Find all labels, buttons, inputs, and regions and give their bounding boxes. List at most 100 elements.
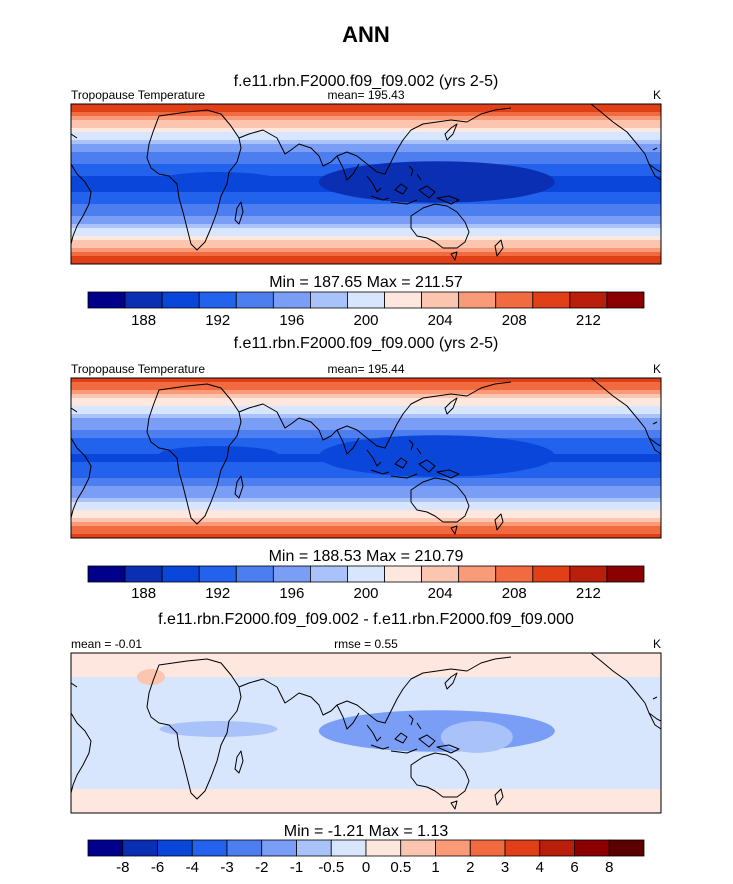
field-band	[71, 534, 661, 538]
panel-1: f.e11.rbn.F2000.f09_f09.002 (yrs 2-5) Tro…	[70, 73, 662, 329]
field-band	[71, 474, 661, 479]
panel-center-label: mean= 195.44	[327, 362, 404, 376]
colorbar-box	[421, 565, 460, 583]
field-band	[71, 128, 661, 133]
colorbar-box	[384, 565, 422, 583]
colorbar-tick-label: 188	[131, 585, 156, 602]
field-band	[71, 208, 661, 213]
colorbar-box	[495, 291, 534, 309]
colorbar-box	[539, 839, 575, 857]
colorbar: -8 -6 -4 -3 -2 -1 -0.5 0 0.5 1 2 3 4 6 8	[87, 839, 645, 876]
field-band	[71, 104, 661, 109]
field-band	[71, 430, 661, 435]
field-band	[71, 805, 661, 810]
colorbar-tick-label: 8	[605, 859, 613, 876]
colorbar-box	[569, 565, 608, 583]
field-band	[71, 136, 661, 141]
colorbar-tick-label: 196	[279, 585, 304, 602]
colorbar-tick-label: 188	[131, 312, 156, 329]
field-band	[71, 382, 661, 387]
field-band	[71, 673, 661, 678]
field-band	[71, 152, 661, 157]
colorbar-tick-label: -8	[116, 859, 129, 876]
colorbar-box	[87, 565, 126, 583]
field-band	[71, 502, 661, 507]
field-band	[71, 753, 661, 758]
field-band	[71, 108, 661, 113]
field-band	[71, 212, 661, 217]
map-frame	[70, 377, 662, 539]
field-band	[71, 661, 661, 666]
colorbar-tick-label: 192	[205, 585, 230, 602]
field-band	[71, 793, 661, 798]
field-band	[71, 156, 661, 161]
field-band	[71, 514, 661, 519]
field-band	[71, 801, 661, 806]
field-band	[71, 256, 661, 261]
panel-units: K	[653, 362, 661, 376]
field-band	[71, 418, 661, 423]
field-band	[71, 140, 661, 145]
colorbar-box	[198, 565, 237, 583]
field-band	[71, 506, 661, 511]
colorbar-box	[574, 839, 610, 857]
field-band	[71, 260, 661, 264]
colorbar-tick-label: 212	[576, 585, 601, 602]
field-anomaly	[159, 721, 278, 737]
field-band	[71, 781, 661, 786]
field-band	[71, 530, 661, 535]
colorbar-box	[347, 291, 385, 309]
colorbar-box	[161, 565, 200, 583]
field-band	[71, 693, 661, 698]
colorbar-tick-label: -2	[255, 859, 268, 876]
field-band	[71, 769, 661, 774]
field-band	[71, 486, 661, 491]
colorbar-tick-label: 2	[466, 859, 474, 876]
colorbar-tick-label: 6	[570, 859, 578, 876]
colorbar-box	[469, 839, 506, 857]
panel-units: K	[653, 88, 661, 102]
colorbar-tick-label: 200	[353, 312, 378, 329]
field-band	[71, 757, 661, 762]
colorbar-box	[235, 291, 274, 309]
panel-title: f.e11.rbn.F2000.f09_f09.002 - f.e11.rbn.…	[158, 611, 574, 628]
field-band	[71, 749, 661, 754]
field-band	[71, 677, 661, 682]
colorbar-box	[309, 291, 348, 309]
field-band	[71, 228, 661, 233]
colorbar-box	[504, 839, 541, 857]
colorbar-box	[124, 565, 163, 583]
field-band	[71, 116, 661, 121]
colorbar-tick-label: 4	[536, 859, 544, 876]
field-band	[71, 701, 661, 706]
colorbar-tick-label: 0.5	[390, 859, 411, 876]
field-band	[71, 777, 661, 782]
colorbar-tick-label: 192	[205, 312, 230, 329]
field-band	[71, 785, 661, 790]
panel-center-label: mean= 195.43	[327, 88, 404, 102]
field-band	[71, 390, 661, 395]
field-band	[71, 220, 661, 225]
colorbar-box	[435, 839, 471, 857]
colorbar-box	[235, 565, 274, 583]
field-band	[71, 490, 661, 495]
field-anomaly	[318, 710, 555, 752]
colorbar-tick-label: 200	[353, 585, 378, 602]
colorbar-box	[272, 565, 311, 583]
panel-title: f.e11.rbn.F2000.f09_f09.000 (yrs 2-5)	[234, 335, 499, 352]
colorbar-tick-label: -3	[220, 859, 233, 876]
colorbar-tick-label: 204	[428, 312, 453, 329]
field-band	[71, 378, 661, 383]
field-band	[71, 494, 661, 499]
field-band	[71, 657, 661, 662]
field-anomaly	[159, 172, 278, 188]
field-anomaly	[159, 446, 278, 462]
field-band	[71, 518, 661, 523]
map-field	[70, 377, 662, 539]
map-field	[70, 103, 662, 265]
field-band	[71, 665, 661, 670]
colorbar-box	[384, 291, 422, 309]
colorbar-box	[124, 291, 163, 309]
field-band	[71, 681, 661, 686]
